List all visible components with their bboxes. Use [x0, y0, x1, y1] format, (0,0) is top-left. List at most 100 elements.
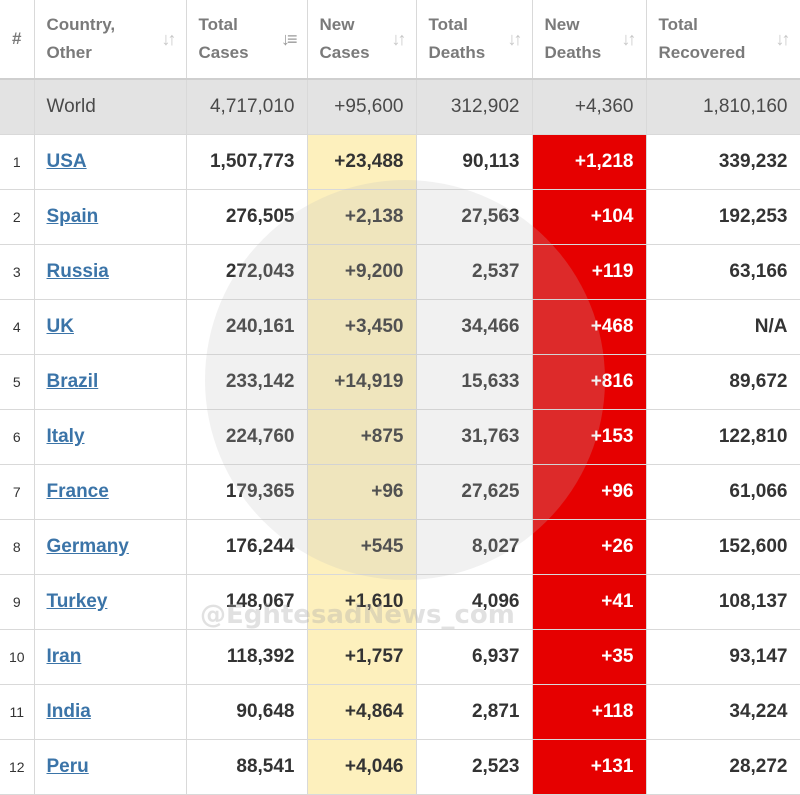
total-cases-cell: 224,760 — [186, 409, 308, 465]
total-recovered-cell: 122,810 — [646, 409, 800, 465]
total-recovered-cell: 192,253 — [646, 189, 800, 245]
total-recovered-cell: 63,166 — [646, 244, 800, 300]
header-new-deaths[interactable]: New Deaths ↓↑ — [532, 0, 647, 80]
new-deaths-cell: +816 — [532, 354, 647, 410]
country-cell: UK — [34, 299, 187, 355]
header-country[interactable]: Country, Other ↓↑ — [34, 0, 187, 80]
total-cases-cell: 176,244 — [186, 519, 308, 575]
table-row: 10 Iran 118,392 +1,757 6,937 +35 93,147 — [0, 629, 800, 685]
country-link[interactable]: Russia — [46, 261, 109, 282]
new-cases-cell: +14,919 — [307, 354, 417, 410]
world-index — [0, 79, 35, 135]
table-row: 1 USA 1,507,773 +23,488 90,113 +1,218 339,232 — [0, 134, 800, 190]
table-row: 3 Russia 272,043 +9,200 2,537 +119 63,166 — [0, 244, 800, 300]
row-index: 7 — [0, 464, 35, 520]
sort-icon[interactable]: ↓↑ — [161, 29, 177, 49]
table-row: 2 Spain 276,505 +2,138 27,563 +104 192,253 — [0, 189, 800, 245]
header-total-recovered[interactable]: Total Recovered ↓↑ — [646, 0, 800, 80]
table-row: 4 UK 240,161 +3,450 34,466 +468 N/A — [0, 299, 800, 355]
country-link[interactable]: Brazil — [46, 371, 99, 392]
new-deaths-cell: +153 — [532, 409, 647, 465]
world-total-deaths: 312,902 — [416, 79, 533, 135]
table-row: 11 India 90,648 +4,864 2,871 +118 34,224 — [0, 684, 800, 740]
row-index: 5 — [0, 354, 35, 410]
header-total-deaths[interactable]: Total Deaths ↓↑ — [416, 0, 533, 80]
world-row: World 4,717,010 +95,600 312,902 +4,360 1… — [0, 79, 800, 135]
new-deaths-cell: +118 — [532, 684, 647, 740]
new-deaths-cell: +104 — [532, 189, 647, 245]
table-row: 5 Brazil 233,142 +14,919 15,633 +816 89,672 — [0, 354, 800, 410]
total-cases-cell: 118,392 — [186, 629, 308, 685]
new-cases-cell: +23,488 — [307, 134, 417, 190]
header-total-cases[interactable]: Total Cases ↓≡ — [186, 0, 308, 80]
sort-icon[interactable]: ↓↑ — [621, 29, 637, 49]
world-label: World — [34, 79, 187, 135]
sort-icon[interactable]: ↓↑ — [507, 29, 523, 49]
world-total-recovered: 1,810,160 — [646, 79, 800, 135]
total-deaths-cell: 4,096 — [416, 574, 533, 630]
row-index: 3 — [0, 244, 35, 300]
row-index: 1 — [0, 134, 35, 190]
new-cases-cell: +4,046 — [307, 739, 417, 795]
new-cases-cell: +9,200 — [307, 244, 417, 300]
new-cases-cell: +1,757 — [307, 629, 417, 685]
country-cell: USA — [34, 134, 187, 190]
total-recovered-cell: 61,066 — [646, 464, 800, 520]
country-cell: Russia — [34, 244, 187, 300]
header-country-line1: Country, — [46, 15, 116, 34]
total-recovered-cell: 108,137 — [646, 574, 800, 630]
country-cell: Italy — [34, 409, 187, 465]
total-recovered-cell: N/A — [646, 299, 800, 355]
total-deaths-cell: 34,466 — [416, 299, 533, 355]
header-index: # — [0, 0, 35, 80]
sort-active-icon[interactable]: ↓≡ — [280, 29, 297, 49]
world-new-deaths: +4,360 — [532, 79, 647, 135]
country-link[interactable]: France — [46, 481, 109, 502]
table-row: 9 Turkey 148,067 +1,610 4,096 +41 108,137 — [0, 574, 800, 630]
total-cases-cell: 88,541 — [186, 739, 308, 795]
row-index: 4 — [0, 299, 35, 355]
new-cases-cell: +4,864 — [307, 684, 417, 740]
new-deaths-cell: +41 — [532, 574, 647, 630]
total-cases-cell: 233,142 — [186, 354, 308, 410]
total-deaths-cell: 2,871 — [416, 684, 533, 740]
country-link[interactable]: Spain — [46, 206, 99, 227]
new-deaths-cell: +131 — [532, 739, 647, 795]
new-cases-cell: +96 — [307, 464, 417, 520]
table-row: 12 Peru 88,541 +4,046 2,523 +131 28,272 — [0, 739, 800, 795]
country-link[interactable]: Iran — [46, 646, 82, 667]
new-deaths-cell: +96 — [532, 464, 647, 520]
header-new-cases[interactable]: New Cases ↓↑ — [307, 0, 417, 80]
header-country-line2: Other — [46, 43, 92, 62]
sort-icon[interactable]: ↓↑ — [775, 29, 791, 49]
row-index: 6 — [0, 409, 35, 465]
row-index: 8 — [0, 519, 35, 575]
total-deaths-cell: 2,523 — [416, 739, 533, 795]
table-header-row: # Country, Other ↓↑ Total Cases ↓≡ New Case… — [0, 0, 800, 80]
country-link[interactable]: Germany — [46, 536, 129, 557]
country-cell: Peru — [34, 739, 187, 795]
new-cases-cell: +1,610 — [307, 574, 417, 630]
total-cases-cell: 148,067 — [186, 574, 308, 630]
total-deaths-cell: 27,625 — [416, 464, 533, 520]
total-recovered-cell: 34,224 — [646, 684, 800, 740]
country-cell: India — [34, 684, 187, 740]
total-recovered-cell: 28,272 — [646, 739, 800, 795]
country-link[interactable]: Peru — [46, 756, 89, 777]
new-cases-cell: +875 — [307, 409, 417, 465]
new-deaths-cell: +119 — [532, 244, 647, 300]
country-link[interactable]: Turkey — [46, 591, 108, 612]
total-deaths-cell: 2,537 — [416, 244, 533, 300]
new-deaths-cell: +1,218 — [532, 134, 647, 190]
row-index: 9 — [0, 574, 35, 630]
total-cases-cell: 240,161 — [186, 299, 308, 355]
total-recovered-cell: 339,232 — [646, 134, 800, 190]
country-link[interactable]: India — [46, 701, 91, 722]
total-recovered-cell: 93,147 — [646, 629, 800, 685]
country-link[interactable]: USA — [46, 151, 87, 172]
country-link[interactable]: UK — [46, 316, 74, 337]
sort-icon[interactable]: ↓↑ — [391, 29, 407, 49]
country-link[interactable]: Italy — [46, 426, 85, 447]
country-cell: Germany — [34, 519, 187, 575]
